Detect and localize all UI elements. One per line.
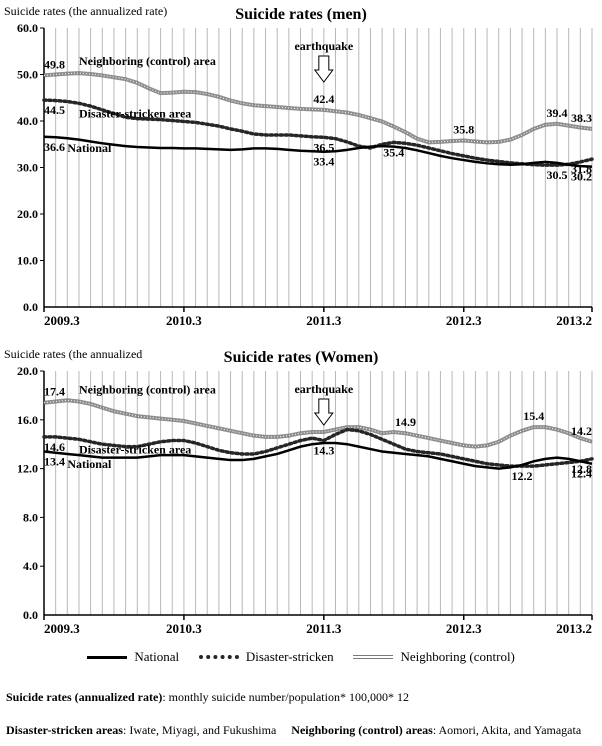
svg-text:2009.3: 2009.3: [44, 621, 80, 636]
svg-text:40.0: 40.0: [17, 114, 38, 128]
page: Suicide rates (the annualized rate) Suic…: [0, 0, 602, 746]
svg-text:8.0: 8.0: [23, 510, 38, 524]
legend-swatch-national: [87, 656, 127, 659]
legend-swatch-control: [353, 655, 393, 659]
title-men: Suicide rates (men): [0, 6, 602, 24]
svg-text:44.5: 44.5: [44, 103, 65, 117]
svg-text:National: National: [67, 457, 112, 471]
svg-text:10.0: 10.0: [17, 254, 38, 268]
svg-text:2013.2: 2013.2: [556, 621, 592, 636]
svg-text:14.6: 14.6: [44, 440, 65, 454]
chart-men: Suicide rates (the annualized rate) Suic…: [0, 0, 602, 335]
title-women: Suicide rates (Women): [0, 349, 602, 367]
svg-text:49.8: 49.8: [44, 57, 65, 71]
svg-text:2011.3: 2011.3: [306, 621, 342, 636]
svg-text:National: National: [67, 141, 112, 155]
footnote-rate-text: : monthly suicide number/population* 100…: [162, 690, 409, 704]
svg-text:2013.2: 2013.2: [556, 313, 592, 328]
footnote-area1-text: : Iwate, Miyagi, and Fukushima: [123, 723, 276, 737]
legend-label-disaster: Disaster-stricken: [246, 649, 334, 665]
svg-text:2010.3: 2010.3: [166, 313, 202, 328]
footnote-area1-label: Disaster-stricken areas: [6, 723, 123, 737]
svg-text:15.4: 15.4: [523, 409, 544, 423]
footnote-area2-text: : Aomori, Akita, and Yamagata: [433, 723, 581, 737]
svg-text:2009.3: 2009.3: [44, 313, 80, 328]
footnote-areas: Disaster-stricken areas: Iwate, Miyagi, …: [6, 723, 596, 738]
svg-text:14.9: 14.9: [395, 415, 416, 429]
legend-label-national: National: [134, 649, 179, 665]
svg-text:earthquake: earthquake: [294, 382, 353, 396]
svg-text:14.2: 14.2: [571, 424, 592, 438]
svg-text:39.4: 39.4: [547, 106, 568, 120]
svg-text:20.0: 20.0: [17, 207, 38, 221]
svg-text:38.3: 38.3: [571, 111, 592, 125]
svg-text:0.0: 0.0: [23, 300, 38, 314]
svg-text:2010.3: 2010.3: [166, 621, 202, 636]
svg-text:36.5: 36.5: [313, 140, 334, 154]
footnote-area2-label: Neighboring (control) areas: [291, 723, 433, 737]
svg-text:14.3: 14.3: [313, 444, 334, 458]
svg-text:2011.3: 2011.3: [306, 313, 342, 328]
plot-women: 4.08.012.016.020.00.02009.32010.32011.32…: [0, 343, 602, 643]
svg-text:Neighboring (control) area: Neighboring (control) area: [79, 383, 216, 397]
svg-text:36.6: 36.6: [44, 140, 65, 154]
svg-text:12.4: 12.4: [571, 467, 592, 481]
svg-text:4.0: 4.0: [23, 559, 38, 573]
svg-text:35.8: 35.8: [453, 123, 474, 137]
svg-text:Disaster-stricken area: Disaster-stricken area: [79, 106, 191, 120]
legend-label-control: Neighboring (control): [400, 649, 514, 665]
svg-text:0.0: 0.0: [23, 608, 38, 622]
svg-text:2012.3: 2012.3: [446, 621, 482, 636]
svg-text:35.4: 35.4: [383, 145, 404, 159]
svg-text:13.4: 13.4: [44, 455, 65, 469]
svg-text:50.0: 50.0: [17, 68, 38, 82]
footnote-rate: Suicide rates (annualized rate): monthly…: [6, 690, 596, 705]
svg-text:33.4: 33.4: [313, 155, 334, 169]
svg-text:42.4: 42.4: [313, 92, 334, 106]
plot-men: 10.020.030.040.050.060.00.02009.32010.32…: [0, 0, 602, 335]
footnote-rate-label: Suicide rates (annualized rate): [6, 690, 162, 704]
svg-text:Neighboring (control) area: Neighboring (control) area: [79, 54, 216, 68]
svg-text:Disaster-stricken area: Disaster-stricken area: [79, 442, 191, 456]
svg-text:16.0: 16.0: [17, 413, 38, 427]
svg-text:2012.3: 2012.3: [446, 313, 482, 328]
svg-text:earthquake: earthquake: [294, 39, 353, 53]
svg-text:17.4: 17.4: [44, 385, 65, 399]
legend-swatch-disaster: [199, 655, 239, 659]
svg-text:30.0: 30.0: [17, 161, 38, 175]
svg-text:30.2: 30.2: [571, 170, 592, 184]
svg-text:12.2: 12.2: [512, 469, 533, 483]
svg-text:12.0: 12.0: [17, 462, 38, 476]
chart-women: Suicide rates (the annualized Suicide ra…: [0, 343, 602, 643]
svg-text:30.5: 30.5: [547, 168, 568, 182]
legend: National Disaster-stricken Neighboring (…: [0, 648, 602, 665]
